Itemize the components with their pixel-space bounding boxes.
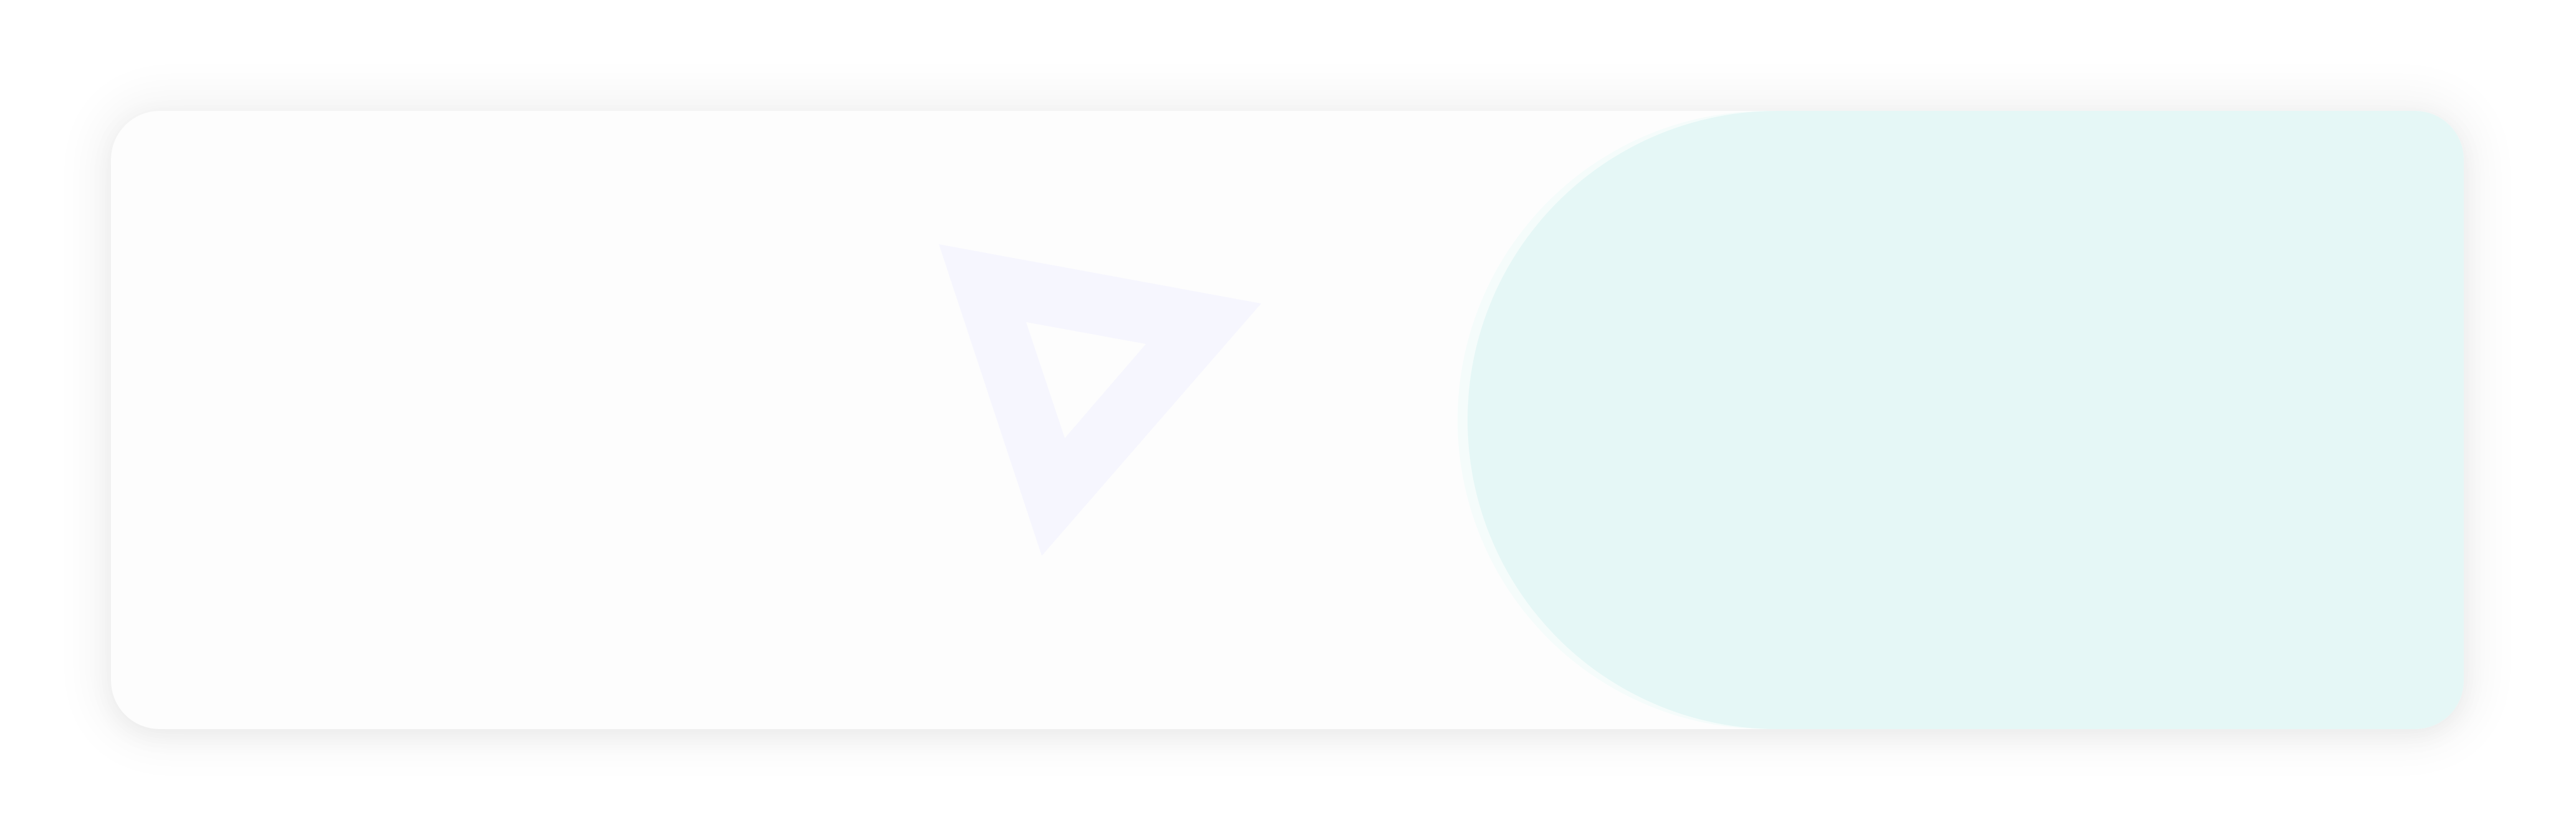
triangle-outline-icon	[939, 244, 1261, 556]
accent-panel-shape	[1468, 111, 2464, 729]
hero-card	[111, 111, 2464, 729]
hero-artwork	[939, 111, 2464, 729]
